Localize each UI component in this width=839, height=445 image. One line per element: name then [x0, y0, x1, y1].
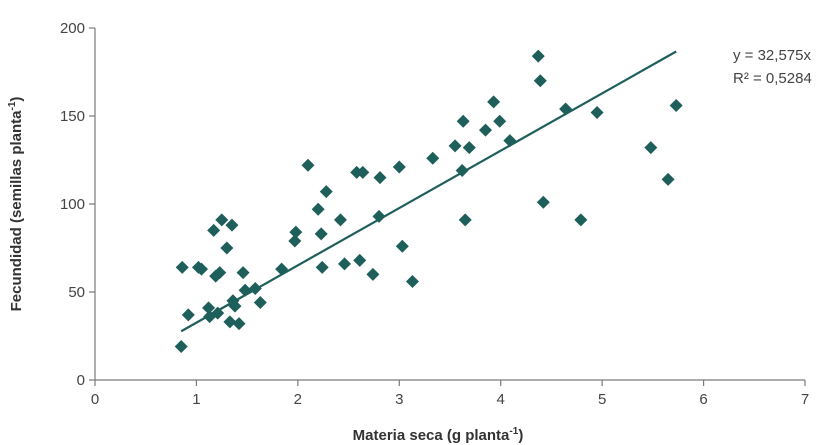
data-point	[405, 274, 419, 288]
data-point	[175, 260, 189, 274]
data-point	[669, 98, 683, 112]
trendline-equation: y = 32,575x	[733, 47, 811, 64]
data-point	[236, 266, 250, 280]
data-point	[448, 139, 462, 153]
data-point	[479, 123, 492, 137]
y-tick-label: 200	[60, 20, 85, 37]
data-point	[392, 160, 406, 174]
data-point	[644, 141, 658, 155]
data-point	[333, 213, 347, 227]
y-tick-label: 100	[60, 196, 85, 213]
data-point	[353, 253, 367, 267]
data-point	[213, 266, 227, 280]
plot-area: 0 50 100 150 200 0 1 2 3 4 5 6 7	[60, 20, 809, 408]
y-tick-label: 0	[77, 372, 85, 389]
x-axis-ticks: 0 1 2 3 4 5 6 7	[91, 380, 809, 408]
x-tick-label: 6	[699, 391, 707, 408]
trendline	[180, 50, 677, 333]
data-point	[661, 172, 675, 186]
data-point	[223, 315, 237, 329]
data-point	[202, 301, 216, 315]
y-tick-label: 50	[68, 284, 85, 301]
data-point	[356, 165, 370, 179]
x-tick-label: 7	[801, 391, 809, 408]
x-tick-label: 0	[91, 391, 99, 408]
x-tick-label: 2	[294, 391, 302, 408]
data-point	[215, 213, 229, 227]
data-point	[531, 49, 545, 63]
data-point	[225, 218, 239, 232]
data-point	[289, 225, 303, 239]
data-point	[253, 296, 267, 310]
data-point	[462, 141, 476, 155]
data-point	[319, 185, 333, 199]
data-point	[220, 241, 234, 255]
data-point	[372, 209, 386, 223]
data-point	[373, 171, 387, 185]
data-point	[311, 202, 325, 216]
x-tick-label: 4	[497, 391, 505, 408]
data-points	[174, 49, 683, 354]
data-point	[487, 95, 501, 109]
data-point	[232, 317, 246, 331]
data-point	[181, 308, 195, 322]
x-tick-label: 5	[598, 391, 606, 408]
data-point	[536, 195, 550, 209]
data-point	[574, 213, 588, 227]
y-tick-label: 150	[60, 108, 85, 125]
data-point	[314, 227, 328, 241]
x-tick-label: 3	[395, 391, 403, 408]
data-point	[533, 74, 547, 88]
data-point	[315, 260, 329, 274]
x-axis-title: Materia seca (g planta-1)	[353, 426, 524, 444]
trendline-r2: R² = 0,5284	[733, 70, 812, 87]
data-point	[366, 267, 380, 281]
data-point	[458, 213, 472, 227]
data-point	[207, 223, 221, 237]
data-point	[493, 114, 507, 128]
y-axis-title: Fecundidad (semillas planta-1)	[7, 97, 25, 312]
data-point	[395, 239, 409, 253]
data-point	[338, 257, 352, 271]
data-point	[590, 105, 604, 119]
x-tick-label: 1	[192, 391, 200, 408]
data-point	[195, 262, 208, 276]
data-point	[456, 114, 470, 128]
data-point	[426, 151, 440, 165]
data-point	[301, 158, 315, 172]
data-point	[288, 234, 302, 248]
y-axis-ticks: 0 50 100 150 200	[60, 20, 95, 389]
data-point	[174, 340, 188, 354]
